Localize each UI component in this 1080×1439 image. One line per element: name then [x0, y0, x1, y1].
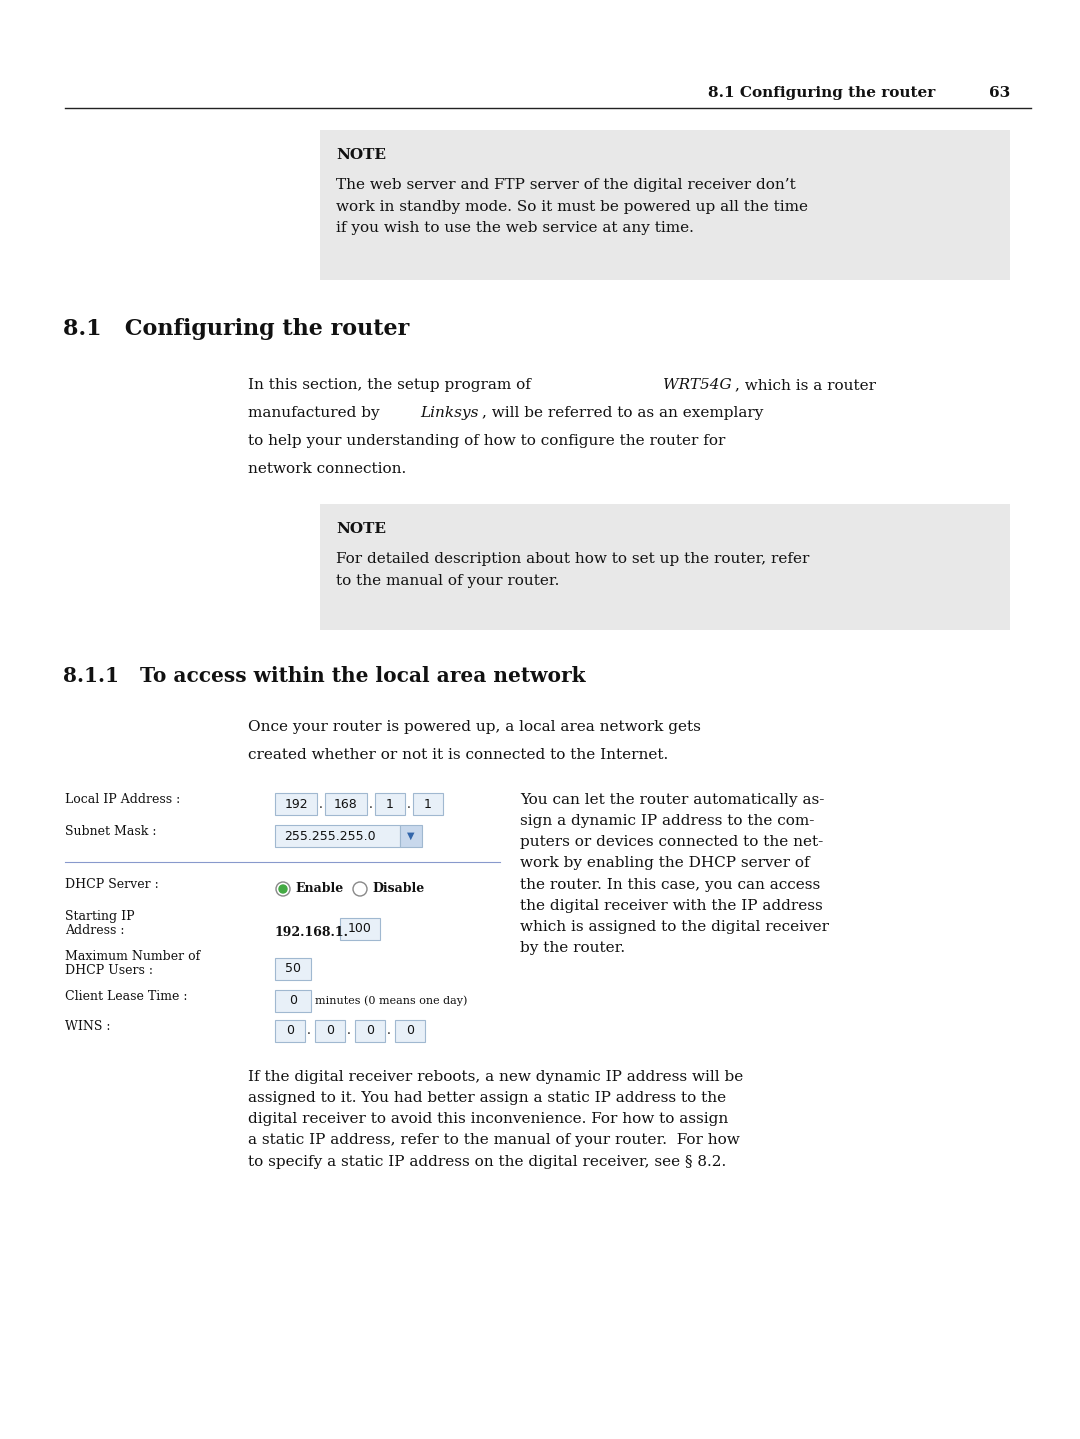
Bar [275, 990, 311, 1012]
Text: DHCP Users :: DHCP Users : [65, 964, 153, 977]
Text: DHCP Server :: DHCP Server : [65, 878, 159, 891]
Text: NOTE: NOTE [336, 522, 386, 535]
Text: 8.1.1   To access within the local area network: 8.1.1 To access within the local area ne… [63, 666, 585, 686]
Text: created whether or not it is connected to the Internet.: created whether or not it is connected t… [248, 748, 669, 763]
Text: ▼: ▼ [407, 830, 415, 840]
Bar [413, 793, 443, 814]
Circle shape [276, 882, 291, 896]
Text: 63: 63 [989, 86, 1010, 99]
Text: to help your understanding of how to configure the router for: to help your understanding of how to con… [248, 435, 726, 448]
Bar [375, 793, 405, 814]
Text: .: . [319, 797, 323, 810]
Text: 0: 0 [289, 994, 297, 1007]
Bar [315, 1020, 345, 1042]
Text: .: . [407, 797, 410, 810]
Text: You can let the router automatically as-
sign a dynamic IP address to the com-
p: You can let the router automatically as-… [519, 793, 829, 955]
Text: Once your router is powered up, a local area network gets: Once your router is powered up, a local … [248, 720, 701, 734]
Text: 0: 0 [326, 1025, 334, 1038]
Bar [340, 918, 380, 940]
Text: In this section, the setup program of: In this section, the setup program of [248, 378, 536, 391]
Text: WINS :: WINS : [65, 1020, 110, 1033]
Text: 192.168.1.: 192.168.1. [275, 925, 349, 938]
Text: For detailed description about how to set up the router, refer
to the manual of : For detailed description about how to se… [336, 553, 809, 587]
Text: manufactured by: manufactured by [248, 406, 384, 420]
Text: 50: 50 [285, 963, 301, 976]
Circle shape [353, 882, 367, 896]
Text: 192: 192 [284, 797, 308, 810]
Text: 0: 0 [286, 1025, 294, 1038]
Text: Disable: Disable [372, 882, 424, 895]
Bar [320, 504, 1010, 630]
Text: 255.255.255.0: 255.255.255.0 [284, 829, 376, 842]
Text: 0: 0 [366, 1025, 374, 1038]
Text: Client Lease Time :: Client Lease Time : [65, 990, 188, 1003]
Text: The web server and FTP server of the digital receiver don’t
work in standby mode: The web server and FTP server of the dig… [336, 178, 808, 236]
Bar [275, 793, 318, 814]
Text: NOTE: NOTE [336, 148, 386, 163]
Text: Starting IP: Starting IP [65, 909, 135, 922]
Text: WRT54G: WRT54G [663, 378, 731, 391]
Text: .: . [307, 1025, 311, 1038]
Text: minutes (0 means one day): minutes (0 means one day) [315, 996, 468, 1006]
Text: .: . [369, 797, 373, 810]
Text: Maximum Number of: Maximum Number of [65, 950, 200, 963]
Text: 100: 100 [348, 922, 372, 935]
Text: Subnet Mask :: Subnet Mask : [65, 825, 157, 837]
Bar [355, 1020, 384, 1042]
Text: Linksys: Linksys [420, 406, 478, 420]
Bar [320, 130, 1010, 281]
Bar [325, 793, 367, 814]
Bar [275, 1020, 305, 1042]
Text: If the digital receiver reboots, a new dynamic IP address will be
assigned to it: If the digital receiver reboots, a new d… [248, 1071, 743, 1168]
Bar [275, 958, 311, 980]
Text: 1: 1 [386, 797, 394, 810]
Text: network connection.: network connection. [248, 462, 406, 476]
Text: , which is a router: , which is a router [735, 378, 876, 391]
Text: Enable: Enable [295, 882, 343, 895]
Text: 0: 0 [406, 1025, 414, 1038]
Text: 8.1 Configuring the router: 8.1 Configuring the router [707, 86, 935, 99]
Text: 8.1   Configuring the router: 8.1 Configuring the router [63, 318, 409, 340]
Text: , will be referred to as an exemplary: , will be referred to as an exemplary [482, 406, 764, 420]
Text: 168: 168 [334, 797, 357, 810]
Bar [400, 825, 422, 848]
Circle shape [279, 885, 287, 894]
Text: Address :: Address : [65, 924, 124, 937]
Text: .: . [387, 1025, 391, 1038]
Text: .: . [347, 1025, 351, 1038]
Text: 1: 1 [424, 797, 432, 810]
Bar [395, 1020, 426, 1042]
Text: Local IP Address :: Local IP Address : [65, 793, 180, 806]
Bar [275, 825, 400, 848]
